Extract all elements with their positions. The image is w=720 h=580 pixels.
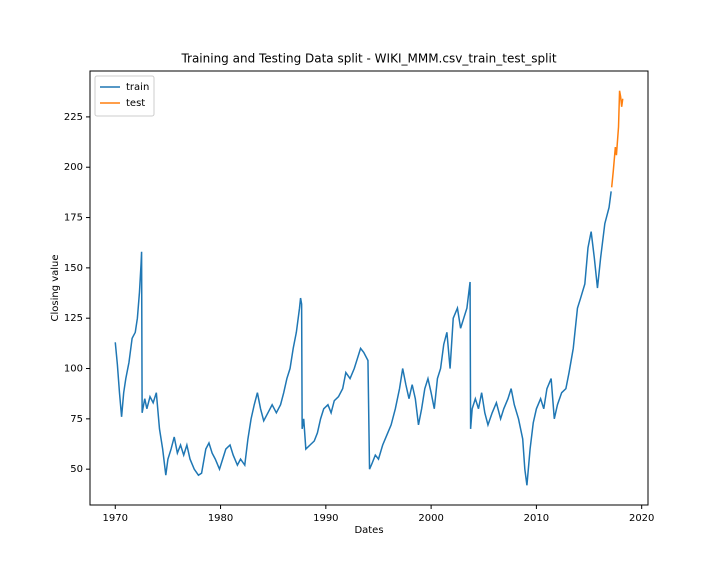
- y-tick-label: 150: [64, 263, 83, 274]
- y-tick-label: 225: [64, 112, 83, 123]
- y-tick-label: 200: [64, 162, 83, 173]
- y-axis-label: Closing value: [50, 254, 61, 321]
- legend-label: train: [126, 82, 149, 93]
- y-tick-label: 100: [64, 364, 83, 375]
- x-tick-label: 2000: [418, 513, 443, 524]
- x-tick-label: 1970: [103, 513, 128, 524]
- plot-frame: [89, 70, 649, 506]
- y-tick-label: 175: [64, 213, 83, 224]
- legend-box: [94, 75, 155, 117]
- legend-label: test: [126, 98, 145, 109]
- chart-title: Training and Testing Data split - WIKI_M…: [180, 52, 556, 66]
- x-tick-label: 1980: [208, 513, 233, 524]
- line-series: [610, 90, 624, 188]
- x-tick-label: 1990: [313, 513, 338, 524]
- y-tick-label: 50: [70, 464, 83, 475]
- x-tick-label: 2010: [524, 513, 549, 524]
- x-tick-label: 2020: [629, 513, 654, 524]
- y-tick-label: 125: [64, 313, 83, 324]
- line-series: [114, 191, 612, 486]
- y-tick-label: 75: [70, 414, 83, 425]
- x-axis-label: Dates: [354, 525, 383, 536]
